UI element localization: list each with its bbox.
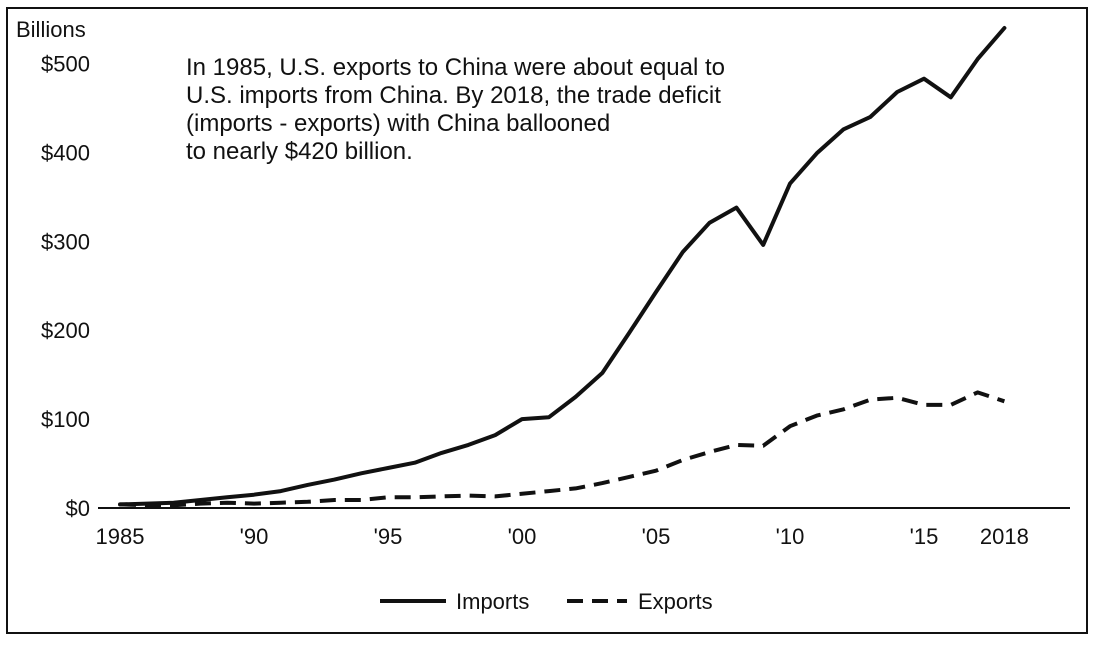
y-tick-label: $500 (41, 52, 90, 77)
series-line-exports (119, 390, 1006, 508)
y-tick-label: $400 (41, 140, 90, 165)
x-tick-label: 2018 (980, 524, 1029, 549)
x-tick-label: '00 (508, 524, 537, 549)
x-tick-label: '10 (776, 524, 805, 549)
x-tick-label: 1985 (96, 524, 145, 549)
x-tick-label: '95 (374, 524, 403, 549)
y-axis-title: Billions (16, 17, 86, 42)
x-tick-label: '15 (910, 524, 939, 549)
y-tick-label: $300 (41, 229, 90, 254)
legend-label-exports: Exports (638, 589, 713, 614)
legend-label-imports: Imports (456, 589, 529, 614)
series-line-imports (118, 26, 1007, 507)
x-tick-label: '05 (642, 524, 671, 549)
chart-frame (6, 7, 1088, 634)
y-tick-label: $0 (66, 496, 90, 521)
x-tick-label: '90 (240, 524, 269, 549)
y-tick-label: $200 (41, 318, 90, 343)
chart-annotation: In 1985, U.S. exports to China were abou… (186, 54, 726, 165)
y-tick-label: $100 (41, 407, 90, 432)
